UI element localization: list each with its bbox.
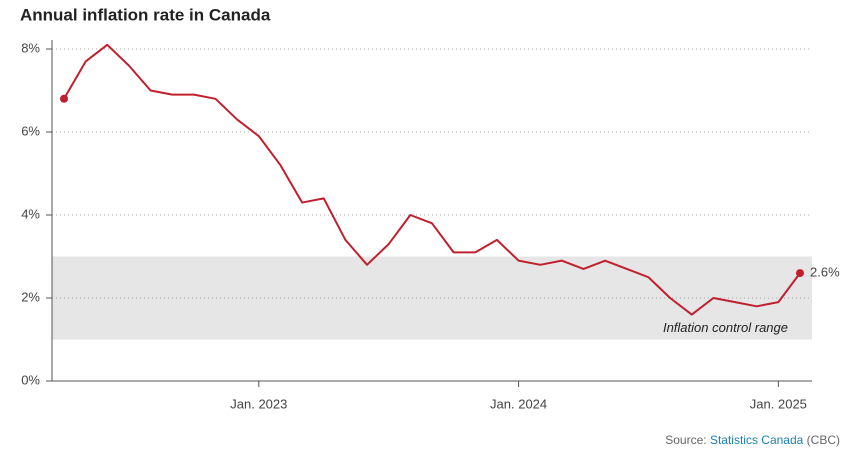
end-point (60, 94, 68, 103)
source-link[interactable]: Statistics Canada (710, 433, 804, 447)
chart-title: Annual inflation rate in Canada (20, 5, 271, 24)
end-point (796, 269, 804, 278)
y-tick-label: 4% (21, 206, 40, 221)
value-label: 2.6% (810, 265, 840, 280)
band-label: Inflation control range (663, 320, 788, 335)
y-tick-label: 0% (21, 372, 40, 387)
source-prefix: Source: (665, 433, 706, 447)
x-tick-label: Jan. 2023 (230, 396, 287, 411)
y-tick-label: 2% (21, 289, 40, 304)
x-tick-label: Jan. 2024 (490, 396, 547, 411)
source-suffix: (CBC) (807, 433, 840, 447)
line (63, 43, 801, 316)
source: Source: Statistics Canada (CBC) (665, 433, 840, 447)
y-tick-label: 6% (21, 123, 40, 138)
x-tick-label: Jan. 2025 (750, 396, 807, 411)
y-tick-label: 8% (21, 40, 40, 55)
